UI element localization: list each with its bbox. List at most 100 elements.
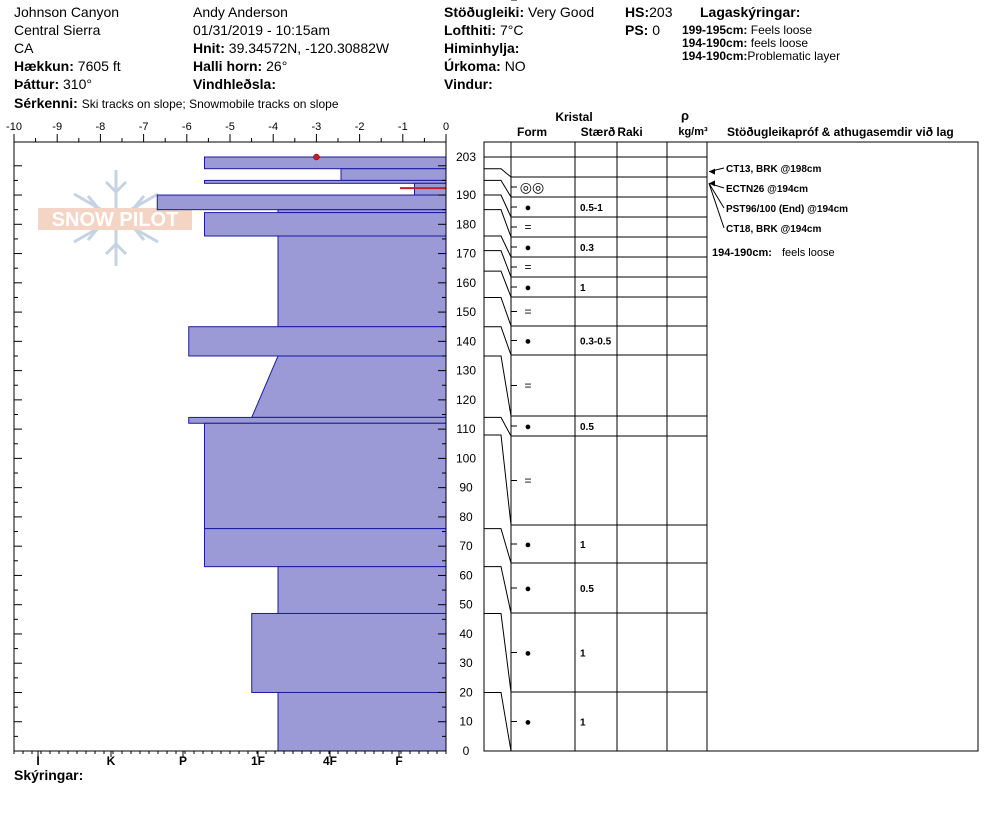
height-tick-label: 30 (459, 656, 473, 670)
temp-tick-label: -4 (268, 121, 278, 133)
layer-connector (484, 250, 512, 278)
features-label: Sérkenni: (14, 95, 78, 111)
temp-tick-label: -10 (6, 121, 22, 133)
crystal-form-symbol: ● (525, 202, 532, 214)
hardness-layer-10 (188, 416, 447, 424)
crystal-form-symbol: = (524, 474, 531, 488)
coords-label: Hnit: (193, 40, 225, 56)
aspect-value: 310° (63, 76, 92, 92)
layer-note-1: 199-195cm: Feels loose (682, 23, 813, 37)
height-tick-label: 80 (459, 510, 473, 524)
height-tick-label: 10 (459, 715, 473, 729)
crystal-form-symbol: = (524, 305, 531, 319)
crystal-size: 0.3 (580, 243, 594, 254)
height-tick-label: 140 (456, 334, 476, 348)
layer-connector (484, 691, 512, 752)
layer-connector (484, 416, 512, 437)
crystal-header: Kristal (555, 110, 592, 124)
temperature-point-0 (313, 153, 320, 161)
moisture-header: Raki (617, 125, 642, 139)
crystal-form-symbol: ● (525, 242, 532, 254)
height-tick-label: 180 (456, 217, 476, 231)
stability-test: ECTN26 @194cm (726, 184, 808, 195)
hardness-layer-0 (204, 156, 447, 170)
height-tick-label: 130 (456, 364, 476, 378)
wind-loading: Vindhleðsla: (193, 75, 276, 93)
test-pointer (708, 183, 725, 229)
sky-label: Himinhylja: (444, 40, 520, 56)
tests-header: Stöðugleikapróf & athugasemdir við lag (727, 125, 954, 139)
density-header: ρ (681, 108, 689, 123)
temp-tick-label: -1 (398, 121, 408, 133)
hardness-layer-15 (277, 691, 447, 752)
stability: Stöðugleiki: Very Good (444, 3, 594, 21)
crystal-size: 0.5 (580, 422, 594, 433)
crystal-size: 0.5 (580, 584, 594, 595)
layer-connector (484, 296, 512, 327)
hardness-layer-2 (204, 179, 447, 184)
comment-range: 194-190cm: (712, 247, 772, 259)
height-tick-label: 120 (456, 393, 476, 407)
temp-tick-label: -5 (225, 121, 235, 133)
density-unit: kg/m³ (678, 126, 708, 138)
layer-notes-title: Lagaskýringar: (700, 4, 801, 20)
precip-value: NO (504, 58, 526, 74)
stability-test: CT13, BRK @198cm (726, 164, 821, 175)
hs-value: 203 (649, 4, 673, 20)
ps-value: 0 (652, 22, 661, 38)
stability-test: CT18, BRK @194cm (726, 224, 821, 235)
slope-label: Halli horn: (193, 58, 263, 74)
layer-connector (484, 355, 512, 417)
location: Johnson Canyon (14, 4, 120, 20)
hardness-layer-4 (156, 194, 447, 211)
height-tick-label: 150 (456, 305, 476, 319)
crystal-form-symbol: ◎◎ (520, 179, 544, 195)
slope-value: 26° (266, 58, 288, 74)
region: Central Sierra (14, 22, 101, 38)
crystal-form-symbol: ● (525, 282, 532, 294)
hs: HS:203 (625, 3, 672, 21)
crystal-size: 0.3-0.5 (580, 337, 612, 348)
layer-note-2: 194-190cm: feels loose (682, 36, 809, 50)
layer-connector (484, 270, 512, 298)
height-tick-label: 20 (459, 685, 473, 699)
test-pointer (708, 183, 725, 209)
height-tick-label: 160 (456, 276, 476, 290)
hardness-layer-1 (340, 168, 447, 181)
height-tick-label: 70 (459, 539, 473, 553)
crystal-form-symbol: ● (525, 583, 532, 595)
precip-label: Úrkoma: (444, 58, 501, 74)
hardness-layer-7 (277, 235, 447, 328)
layer-connector (484, 168, 512, 178)
features-value: Ski tracks on slope; Snowmobile tracks o… (81, 97, 339, 111)
crystal-form-symbol: ● (525, 336, 532, 348)
elevation-value: 7605 ft (77, 58, 121, 74)
crystal-form-symbol: ● (525, 539, 532, 551)
air-temp-label: Lofthiti: (444, 22, 497, 38)
height-tick-label: 100 (456, 451, 476, 465)
wind: Vindur: (444, 75, 493, 93)
hardness-layer-13 (277, 566, 447, 614)
hardness-layer-11 (204, 422, 447, 530)
stability-label: Stöðugleiki: (444, 4, 525, 20)
temp-tick-label: -2 (355, 121, 365, 133)
elevation: Hækkun: 7605 ft (14, 57, 121, 75)
slope: Halli horn: 26° (193, 57, 287, 75)
height-tick-label: 90 (459, 481, 473, 495)
hardness-label: P (179, 754, 187, 768)
ps-label: PS: (625, 22, 649, 38)
hardness-layer-6 (204, 212, 447, 237)
layer-connector (484, 209, 512, 238)
crystal-size: 0.5-1 (580, 203, 603, 214)
crystal-form-symbol: ● (525, 648, 532, 660)
layer-connector (484, 528, 512, 564)
temp-tick-label: -6 (182, 121, 192, 133)
datetime: 01/31/2019 - 10:15am (193, 22, 330, 38)
comment-text: feels loose (782, 247, 835, 259)
size-header: Stærð (581, 125, 616, 139)
crystal-size: 1 (580, 649, 586, 660)
state: CA (14, 40, 34, 56)
height-tick-label: 170 (456, 247, 476, 261)
height-tick-label: 203 (456, 150, 476, 164)
